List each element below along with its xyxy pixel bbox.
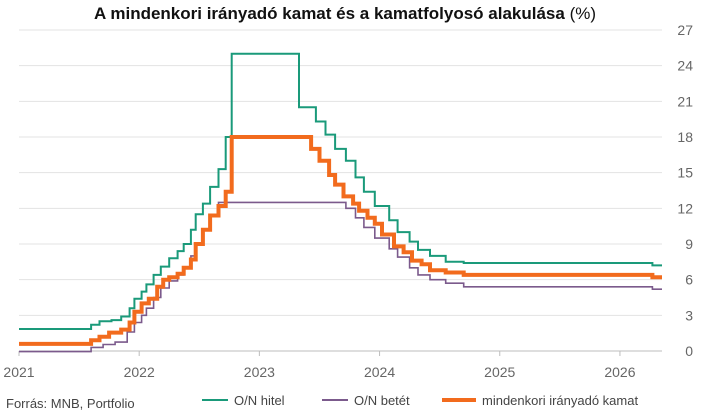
legend-item-iranyado-kamat: mindenkori irányadó kamat (442, 392, 638, 408)
x-axis: 2021 2022 2023 2024 2025 2026 (3, 351, 636, 380)
source-note: Forrás: MNB, Portfolio (6, 396, 135, 411)
legend-label-on-betet: O/N betét (354, 392, 410, 408)
y-tick-label-27: 27 (677, 22, 693, 38)
x-tick-label-2025: 2025 (484, 364, 515, 380)
chart-title-unit: (%) (569, 4, 597, 23)
chart-title: A mindenkori irányadó kamat és a kamatfo… (0, 4, 690, 24)
series-line-iranyado-kamat (19, 135, 662, 346)
legend-item-on-hitel: O/N hitel (202, 392, 285, 408)
y-tick-label-3: 3 (685, 307, 693, 323)
x-tick-label-2024: 2024 (364, 364, 395, 380)
chart-title-text: A mindenkori irányadó kamat és a kamatfo… (93, 4, 565, 23)
x-tick-label-2021: 2021 (3, 364, 34, 380)
y-tick-label-15: 15 (677, 165, 693, 181)
y-tick-label-21: 21 (677, 93, 693, 109)
legend-swatch-on-betet (322, 399, 348, 401)
y-tick-label-0: 0 (685, 343, 693, 359)
x-tick-label-2022: 2022 (124, 364, 155, 380)
series-line-on-hitel (19, 52, 662, 330)
y-axis: 0 3 6 9 12 15 18 21 24 27 (677, 22, 693, 359)
legend-swatch-on-hitel (202, 399, 228, 401)
legend-label-iranyado-kamat: mindenkori irányadó kamat (482, 392, 639, 408)
y-tick-label-9: 9 (685, 236, 693, 252)
y-tick-label-6: 6 (685, 272, 693, 288)
legend-label-on-hitel: O/N hitel (234, 392, 285, 408)
series-line-on-betet (19, 201, 662, 353)
x-tick-label-2023: 2023 (244, 364, 275, 380)
x-tick-label-2026: 2026 (604, 364, 635, 380)
y-tick-label-18: 18 (677, 129, 693, 145)
series-lines (19, 52, 662, 353)
legend-item-on-betet: O/N betét (322, 392, 410, 408)
y-tick-label-12: 12 (677, 200, 693, 216)
grid-lines (19, 29, 662, 352)
legend-swatch-iranyado-kamat (442, 398, 476, 402)
y-tick-label-24: 24 (677, 58, 693, 74)
